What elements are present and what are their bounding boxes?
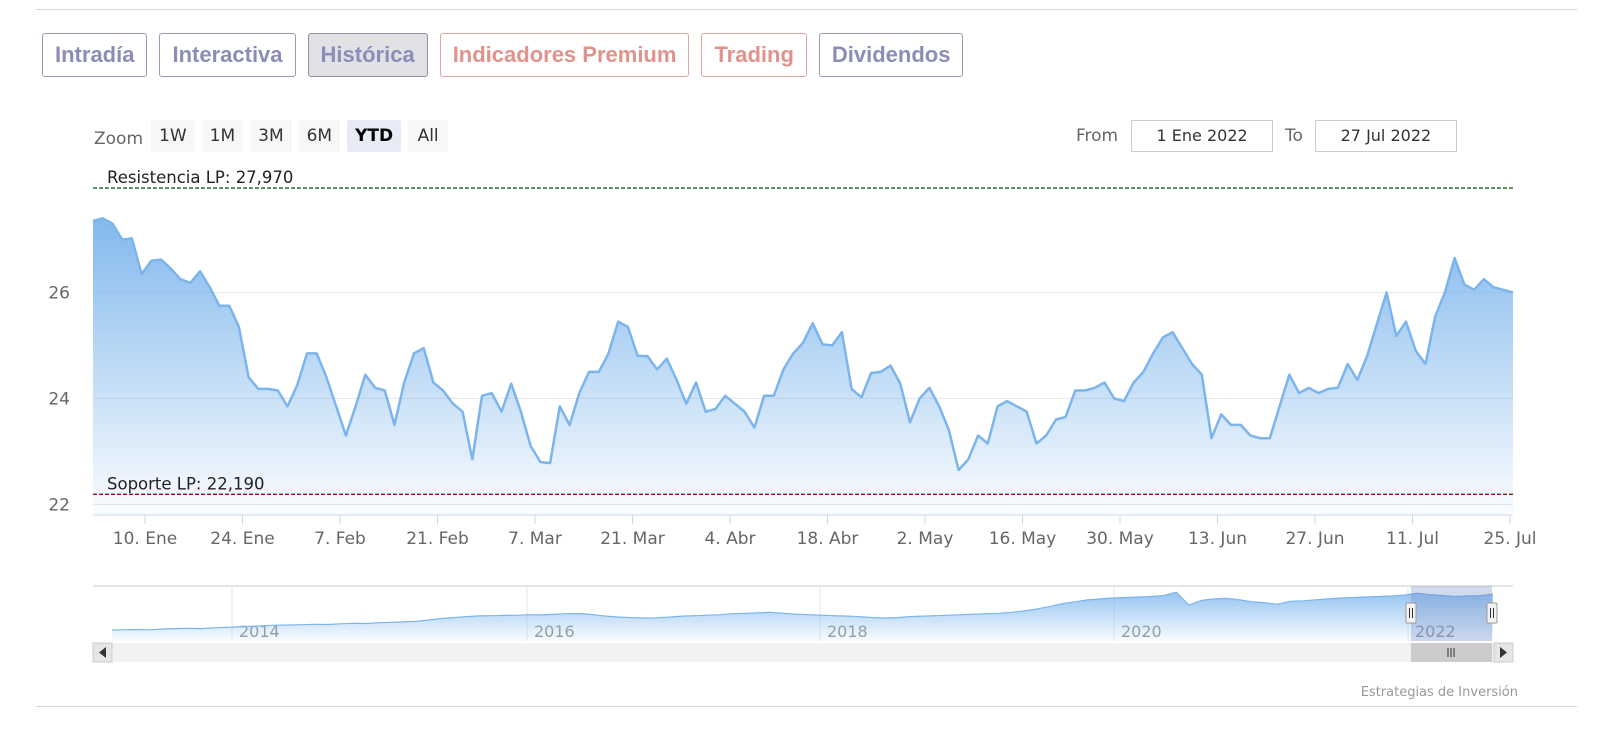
scroll-left-arrow-icon [99, 647, 106, 658]
zoom-button-1w[interactable]: 1W [151, 120, 195, 152]
chart-credits[interactable]: Estrategias de Inversión [1360, 685, 1518, 700]
to-label: To [1285, 126, 1303, 146]
x-tick-label: 2. May [897, 529, 954, 549]
x-tick-label: 7. Feb [314, 529, 366, 549]
navigator-line [111, 591, 1494, 631]
x-tick-label: 13. Jun [1188, 529, 1247, 549]
zoom-button-6m[interactable]: 6M [298, 120, 341, 152]
x-tick-label: 21. Feb [406, 529, 469, 549]
tab-intradia[interactable]: Intradía [42, 33, 148, 77]
x-tick-label: 11. Jul [1386, 529, 1439, 549]
x-tick-label: 10. Ene [113, 529, 177, 549]
chart-tabs: Intradía Interactiva Histórica Indicadores … [42, 33, 964, 79]
x-tick-label: 25. Jul [1484, 529, 1537, 549]
x-tick-label: 7. Mar [508, 529, 562, 549]
tab-indicadores-premium[interactable]: Indicadores Premium [439, 33, 690, 77]
zoom-button-all[interactable]: All [408, 120, 449, 152]
from-date-input[interactable]: 1 Ene 2022 [1131, 120, 1274, 152]
price-line [92, 217, 1514, 472]
zoom-bar: Zoom 1W 1M 3M 6M YTD All [94, 120, 455, 152]
scrollbar-track[interactable] [93, 643, 1513, 662]
support-label: Soporte LP: 22,190 [107, 474, 264, 493]
x-tick-label: 24. Ene [210, 529, 274, 549]
zoom-label: Zoom [94, 129, 144, 149]
y-tick-label: 22 [48, 495, 70, 515]
from-label: From [1076, 126, 1119, 146]
tab-trading[interactable]: Trading [701, 33, 807, 77]
x-tick-label: 4. Abr [704, 529, 755, 549]
x-tick-label: 21. Mar [600, 529, 665, 549]
scroll-right-arrow-icon [1500, 647, 1507, 658]
zoom-button-3m[interactable]: 3M [250, 120, 292, 152]
zoom-button-ytd[interactable]: YTD [347, 120, 402, 152]
tab-historica[interactable]: Histórica [307, 33, 428, 77]
y-tick-label: 24 [48, 389, 70, 409]
tab-interactiva[interactable]: Interactiva [159, 33, 296, 77]
to-date-input[interactable]: 27 Jul 2022 [1314, 120, 1457, 152]
x-tick-label: 27. Jun [1285, 529, 1344, 549]
resistance-label: Resistencia LP: 27,970 [107, 168, 293, 187]
x-tick-label: 30. May [1086, 529, 1154, 549]
navigator-handle-right[interactable] [1486, 602, 1498, 624]
x-tick-label: 16. May [989, 529, 1057, 549]
bottom-divider [36, 706, 1577, 707]
navigator-handle-left[interactable] [1405, 602, 1417, 624]
navigator-mask [1411, 586, 1492, 641]
x-tick-label: 18. Abr [797, 529, 859, 549]
range-to: To 27 Jul 2022 [1285, 120, 1457, 152]
top-divider [36, 9, 1577, 10]
navigator-area [112, 592, 1493, 641]
price-area [93, 218, 1513, 516]
range-from: From 1 Ene 2022 [1076, 120, 1274, 152]
tab-dividendos[interactable]: Dividendos [818, 33, 964, 77]
y-tick-label: 26 [48, 283, 70, 303]
zoom-button-1m[interactable]: 1M [201, 120, 244, 152]
